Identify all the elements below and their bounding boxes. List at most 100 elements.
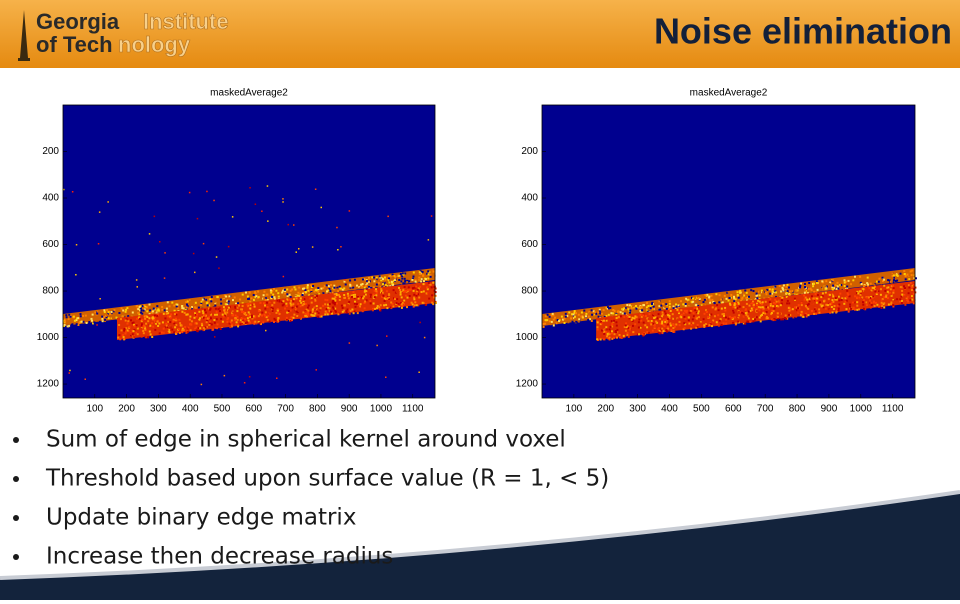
x-tick-label: 1000: [850, 404, 873, 415]
band-speck: [784, 314, 787, 317]
band-speck: [320, 289, 323, 292]
band-speck: [241, 305, 244, 307]
band-speck: [365, 278, 368, 281]
band-speck: [82, 320, 85, 323]
band-speck: [301, 286, 304, 289]
band-speck: [201, 316, 204, 319]
band-speck: [647, 318, 650, 320]
x-tick-label: 900: [341, 404, 358, 415]
band-speck: [315, 308, 318, 311]
band-speck: [327, 285, 330, 288]
band-speck: [415, 285, 418, 288]
band-speck: [341, 288, 344, 291]
band-speck: [324, 310, 327, 313]
band-speck: [144, 305, 147, 308]
band-speck: [904, 287, 906, 290]
band-speck: [610, 320, 613, 323]
noise-speck: [97, 243, 100, 245]
band-speck: [224, 303, 227, 306]
band-speck: [406, 306, 408, 309]
band-speck: [354, 305, 357, 308]
band-speck: [744, 289, 747, 292]
band-speck: [322, 287, 325, 289]
band-speck: [372, 286, 375, 289]
band-speck: [166, 310, 168, 313]
band-speck: [627, 308, 630, 311]
band-speck: [302, 289, 305, 292]
band-speck: [204, 317, 207, 320]
band-speck: [708, 296, 711, 299]
band-speck: [408, 280, 411, 283]
band-speck: [797, 304, 800, 307]
band-speck: [788, 302, 791, 305]
band-speck: [690, 323, 693, 326]
band-speck: [903, 285, 905, 288]
band-speck: [828, 282, 831, 285]
band-speck: [774, 290, 777, 293]
band-speck: [745, 302, 748, 305]
band-speck: [803, 294, 806, 297]
band-speck: [647, 310, 650, 313]
band-speck: [264, 297, 267, 300]
band-speck: [846, 289, 849, 292]
band-speck: [229, 326, 232, 329]
band-speck: [431, 301, 434, 304]
band-speck: [800, 313, 803, 315]
band-speck: [607, 337, 610, 340]
band-speck: [304, 289, 307, 291]
band-speck: [886, 286, 889, 289]
band-speck: [590, 309, 593, 312]
band-speck: [410, 301, 413, 304]
band-speck: [131, 311, 134, 314]
band-speck: [91, 315, 94, 318]
band-speck: [272, 293, 275, 296]
band-speck: [869, 306, 872, 309]
band-speck: [672, 327, 675, 330]
band-speck: [728, 315, 731, 318]
noise-speck: [376, 344, 378, 347]
band-speck: [609, 325, 612, 328]
band-speck: [629, 311, 631, 314]
band-speck: [310, 313, 313, 316]
band-speck: [271, 295, 274, 298]
band-speck: [118, 312, 121, 314]
band-speck: [794, 298, 796, 301]
band-speck: [618, 334, 621, 336]
band-speck: [295, 305, 298, 308]
band-speck: [379, 304, 382, 307]
band-speck: [426, 286, 429, 289]
band-speck: [116, 314, 119, 317]
band-speck: [264, 315, 267, 318]
band-speck: [178, 318, 181, 321]
x-tick-label: 700: [277, 404, 294, 415]
band-speck: [659, 308, 662, 311]
band-speck: [644, 324, 647, 327]
band-speck: [430, 286, 433, 289]
band-speck: [194, 301, 197, 304]
band-speck: [755, 292, 758, 295]
band-speck: [420, 278, 423, 281]
band-speck: [664, 312, 667, 315]
band-speck: [399, 273, 402, 275]
band-speck: [293, 305, 296, 308]
band-speck: [356, 312, 359, 315]
band-speck: [432, 270, 435, 273]
band-speck: [85, 322, 88, 324]
band-speck: [722, 322, 725, 325]
band-speck: [685, 309, 688, 312]
band-speck: [852, 279, 855, 282]
band-speck: [836, 304, 839, 307]
band-speck: [252, 295, 255, 298]
band-speck: [624, 306, 627, 309]
band-speck: [879, 293, 882, 296]
band-speck: [720, 301, 723, 304]
x-tick-label: 900: [821, 404, 838, 415]
band-speck: [781, 296, 784, 299]
band-speck: [259, 313, 261, 316]
band-speck: [855, 282, 858, 285]
band-speck: [642, 314, 645, 317]
band-speck: [815, 299, 818, 302]
band-speck: [862, 288, 865, 291]
band-speck: [276, 308, 279, 310]
